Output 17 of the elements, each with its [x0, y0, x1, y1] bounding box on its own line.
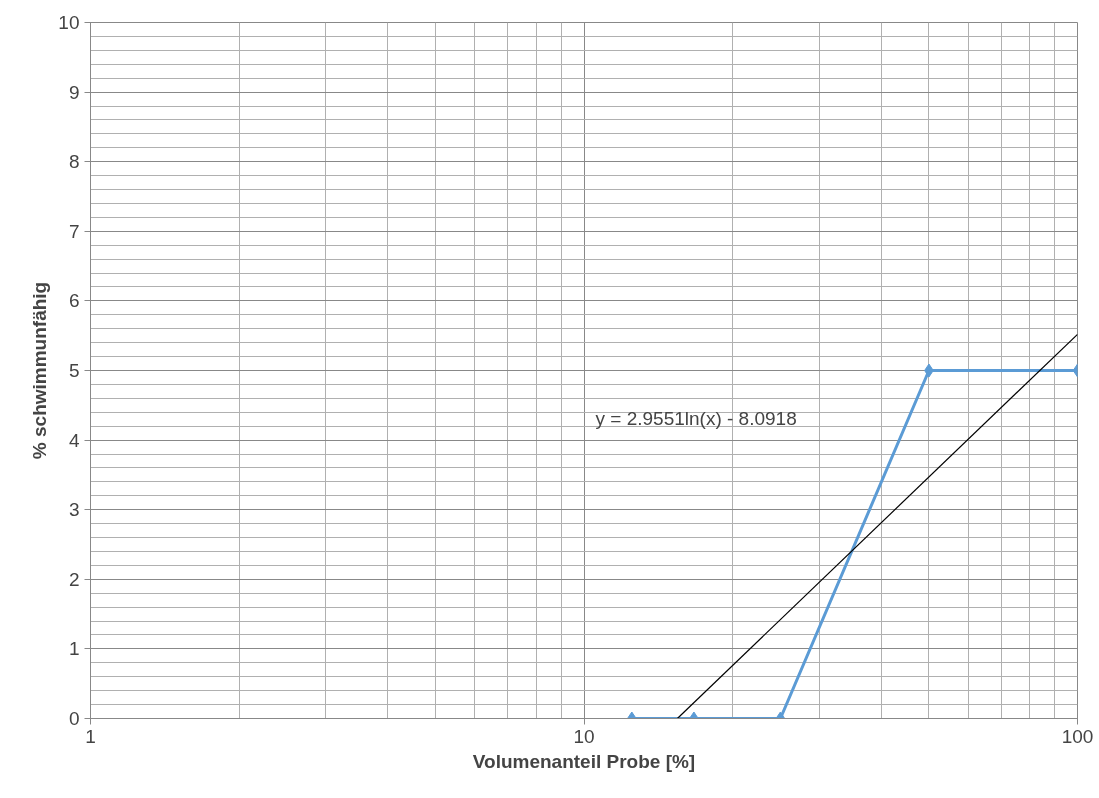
y-tick-label: 4	[68, 429, 80, 451]
y-tick-label: 10	[58, 12, 80, 33]
y-axis-title: % schwimmunfähig	[29, 281, 51, 460]
y-tick-label: 0	[68, 708, 80, 729]
y-tick-label: 6	[68, 290, 80, 312]
x-tick-label: 100	[1061, 725, 1094, 747]
y-tick-label: 3	[68, 499, 80, 521]
x-tick-label: 10	[573, 725, 595, 747]
y-tick-label: 7	[68, 220, 80, 242]
y-tick-label: 9	[68, 81, 80, 103]
y-tick-label: 5	[68, 360, 80, 381]
y-tick-label: 8	[68, 151, 80, 173]
x-axis-title: Volumenanteil Probe [%]	[472, 750, 696, 772]
y-tick-label: 1	[68, 638, 80, 660]
annotation: y = 2.9551ln(x) - 8.0918	[595, 408, 797, 429]
y-tick-label: 2	[68, 568, 80, 590]
x-tick-label: 1	[85, 725, 96, 747]
